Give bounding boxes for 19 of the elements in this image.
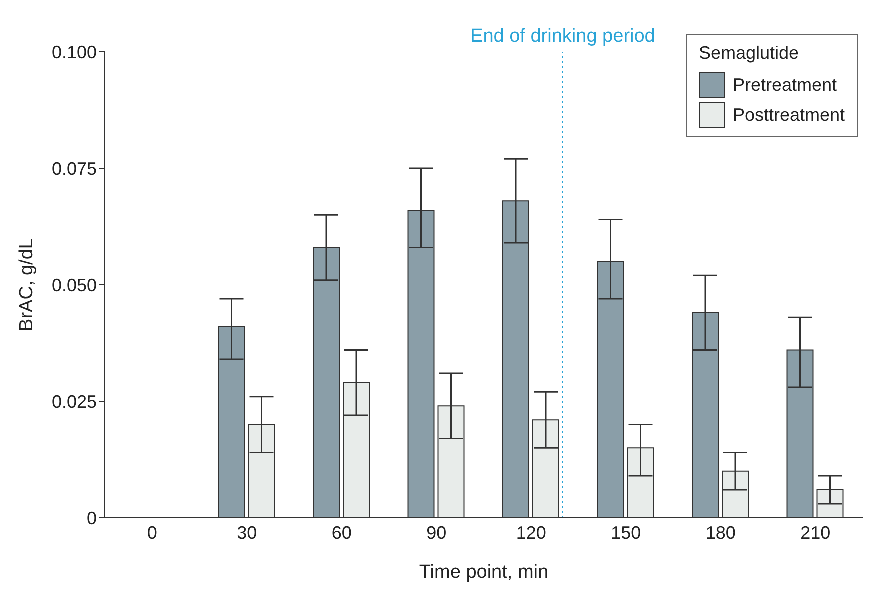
x-tick-label: 210 — [800, 522, 831, 543]
legend-label: Posttreatment — [732, 104, 845, 126]
x-tick-label: 60 — [332, 522, 352, 543]
x-tick-label: 150 — [611, 522, 642, 543]
y-tick-label: 0.100 — [52, 42, 97, 62]
legend-label: Pretreatment — [732, 74, 838, 96]
y-axis-title: BrAC, g/dL — [16, 238, 38, 332]
x-tick-label: 30 — [237, 522, 258, 543]
x-axis-title: Time point, min — [419, 562, 549, 583]
x-tick-label: 180 — [706, 522, 736, 543]
x-tick-label: 120 — [516, 522, 546, 543]
y-tick-label: 0.025 — [52, 392, 97, 412]
x-tick-label: 90 — [426, 522, 447, 543]
y-tick-label: 0 — [86, 508, 97, 528]
x-tick-label: 0 — [147, 522, 158, 543]
y-tick-label: 0.050 — [52, 275, 97, 296]
legend-title: Semaglutide — [698, 43, 800, 64]
ref-line-label: End of drinking period — [470, 26, 656, 47]
y-tick-label: 0.075 — [52, 158, 97, 179]
